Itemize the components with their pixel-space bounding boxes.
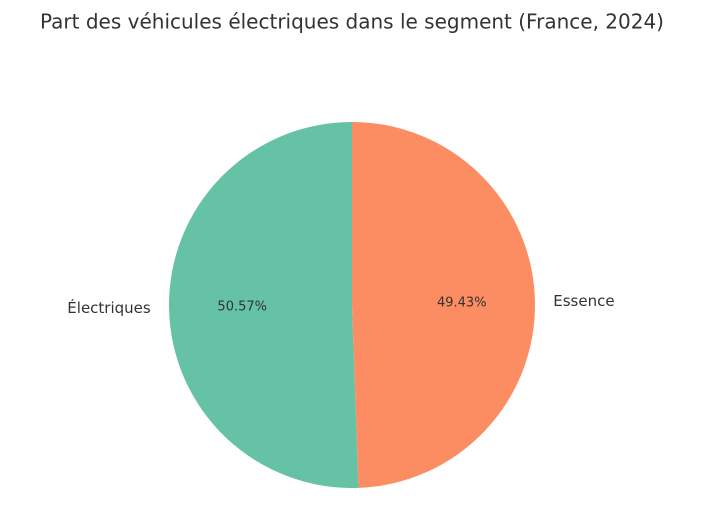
pie-slice — [352, 122, 536, 488]
slice-label: Essence — [553, 292, 614, 310]
slice-label: Électriques — [67, 298, 151, 317]
value-label: 50.57% — [217, 299, 267, 314]
chart-title: Part des véhicules électriques dans le s… — [40, 10, 664, 34]
pie-slice — [169, 122, 359, 488]
value-label: 49.43% — [437, 296, 487, 311]
